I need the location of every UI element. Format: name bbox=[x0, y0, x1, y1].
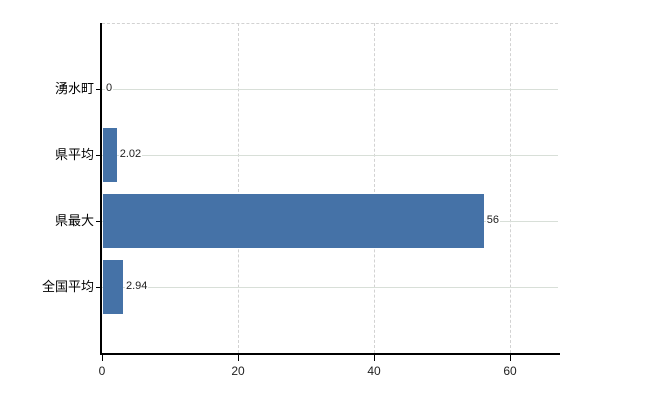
bar[interactable] bbox=[103, 260, 123, 314]
bar-value-label: 2.94 bbox=[124, 280, 149, 292]
x-axis-tick bbox=[374, 355, 375, 361]
bar[interactable] bbox=[103, 128, 117, 182]
category-label: 湧水町 bbox=[54, 81, 94, 96]
h-gridline bbox=[102, 155, 558, 156]
v-gridline bbox=[510, 23, 511, 353]
x-tick-label: 40 bbox=[367, 364, 381, 378]
x-tick-label: 60 bbox=[503, 364, 517, 378]
bar[interactable] bbox=[103, 194, 484, 248]
x-axis-tick bbox=[102, 355, 103, 361]
h-gridline bbox=[102, 89, 558, 90]
y-axis-tick bbox=[96, 287, 102, 288]
category-label: 全国平均 bbox=[41, 279, 94, 294]
bar-value-label: 2.02 bbox=[118, 148, 143, 160]
v-gridline bbox=[374, 23, 375, 353]
y-axis-tick bbox=[96, 155, 102, 156]
top-gridline bbox=[102, 23, 558, 24]
bar-value-label: 56 bbox=[485, 214, 501, 226]
y-axis-line bbox=[100, 23, 102, 355]
h-gridline bbox=[102, 287, 558, 288]
x-axis-tick bbox=[238, 355, 239, 361]
v-gridline bbox=[238, 23, 239, 353]
x-axis-line bbox=[100, 353, 560, 355]
x-axis-tick bbox=[510, 355, 511, 361]
category-label: 県最大 bbox=[54, 213, 94, 228]
category-label: 県平均 bbox=[54, 147, 94, 162]
y-axis-tick bbox=[96, 221, 102, 222]
x-tick-label: 20 bbox=[231, 364, 245, 378]
bar-value-label: 0 bbox=[105, 82, 114, 94]
x-tick-label: 0 bbox=[98, 364, 106, 378]
y-axis-tick bbox=[96, 89, 102, 90]
